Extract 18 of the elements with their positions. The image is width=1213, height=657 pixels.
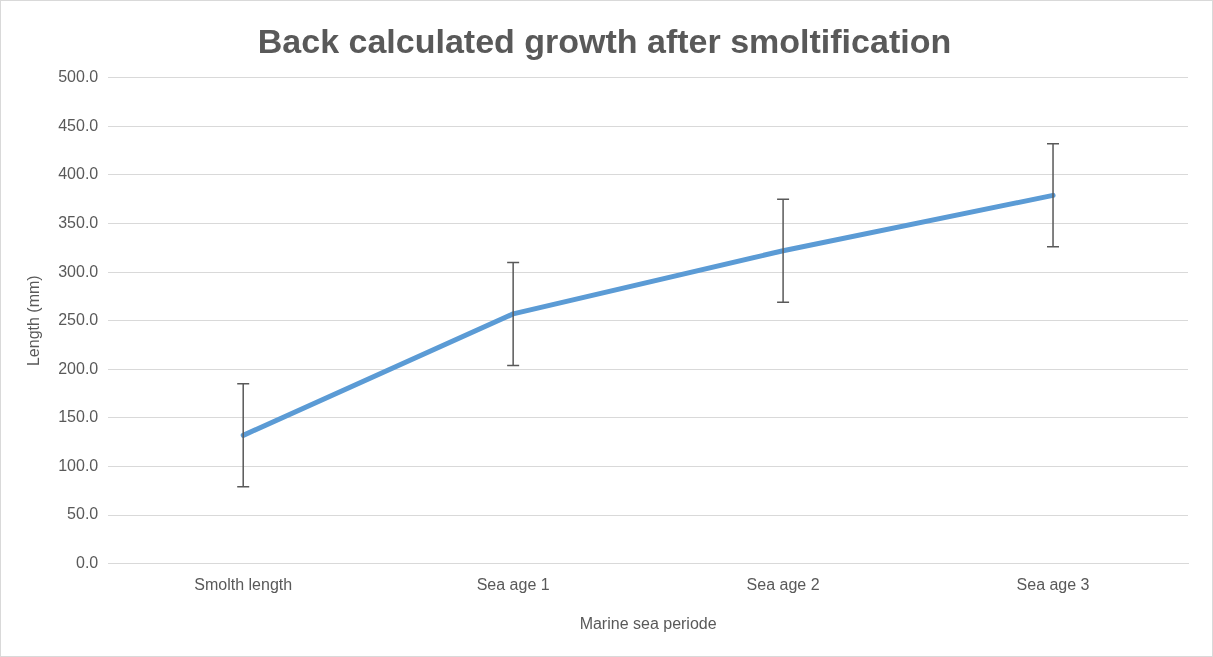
y-tick-label: 150.0 [58, 408, 99, 426]
y-tick-label: 350.0 [58, 213, 99, 231]
x-tick-label: Sea age 3 [1016, 575, 1090, 593]
y-tick-label: 50.0 [67, 505, 99, 523]
y-tick-label: 400.0 [58, 165, 99, 183]
x-axis-title: Marine sea periode [579, 614, 717, 632]
x-tick-label: Sea age 1 [476, 575, 550, 593]
y-tick-label: 250.0 [58, 311, 99, 329]
y-tick-label: 0.0 [75, 554, 99, 572]
chart-title: Back calculated growth after smoltification [257, 21, 952, 60]
x-tick-label: Sea age 2 [746, 575, 820, 593]
y-tick-label: 450.0 [58, 116, 99, 134]
y-tick-label: 500.0 [58, 68, 99, 86]
x-tick-label: Smolth length [194, 575, 293, 593]
y-tick-label: 100.0 [58, 456, 99, 474]
y-tick-label: 200.0 [58, 359, 99, 377]
y-tick-label: 300.0 [58, 262, 99, 280]
y-axis-title: Length (mm) [25, 275, 43, 367]
